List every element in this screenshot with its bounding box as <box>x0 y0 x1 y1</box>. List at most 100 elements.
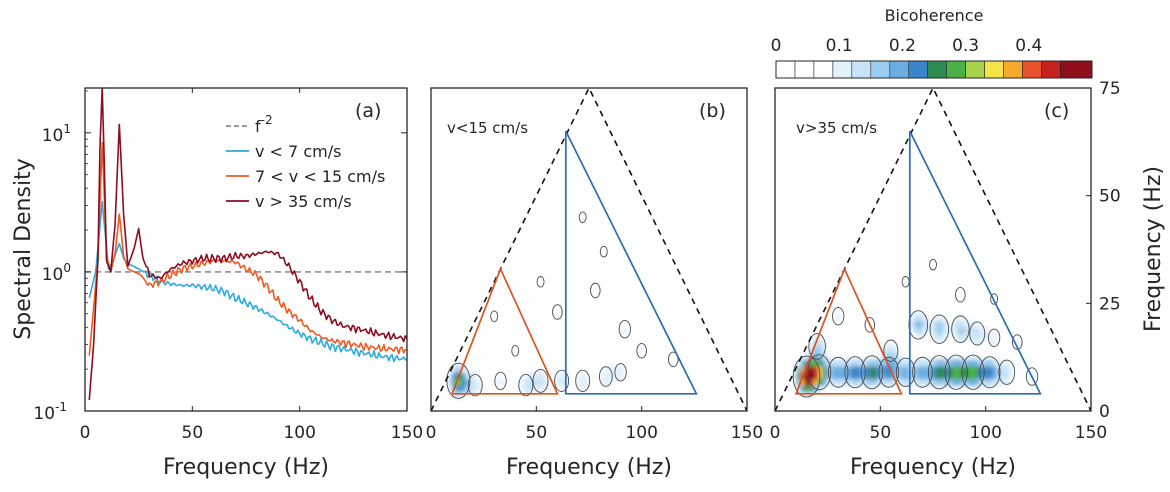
colorbar-ticks: 0 0.1 0.2 0.3 0.4 <box>771 36 1043 56</box>
bicoherence-cell <box>608 372 612 380</box>
bicoherence-cell <box>876 359 880 367</box>
contour-2 <box>827 356 849 388</box>
bicoherence-cell <box>529 378 533 386</box>
bicoherence-cell <box>958 333 963 341</box>
x-axis-label-c: Frequency (Hz) <box>850 455 1016 480</box>
bicoherence-cell <box>891 346 896 354</box>
bicoherence-cell <box>993 333 997 341</box>
bicoherence-fill-c <box>794 314 1035 399</box>
bicoherence-cell <box>920 365 925 373</box>
bicoherence-cell <box>948 365 953 373</box>
bicoherence-cell <box>958 378 963 386</box>
bicoherence-cell <box>465 385 470 393</box>
bicoherence-cell <box>611 365 615 373</box>
bicoherence-cell <box>620 327 625 335</box>
bicoherence-cell <box>576 378 581 386</box>
bicoherence-cell <box>544 378 549 386</box>
bicoherence-cell <box>456 365 461 373</box>
bicoherence-cell <box>803 391 808 399</box>
colorbar-cell-1 <box>794 60 815 79</box>
bicoherence-cell <box>983 378 988 386</box>
bicoherence-cell <box>920 327 925 335</box>
bicoherence-cell <box>967 378 972 386</box>
bicoherence-cell <box>822 339 827 347</box>
colorbar-cell-9 <box>946 60 966 79</box>
legend-label-1: v < 7 cm/s <box>255 142 341 161</box>
contour-14 <box>599 245 608 258</box>
bicoherence-cell <box>958 359 963 367</box>
contour-0 <box>792 355 821 398</box>
bicoherence-cell <box>910 314 915 322</box>
bicoherence-cell <box>825 359 830 367</box>
bicoherence-cell <box>936 378 940 386</box>
bicoherence-cell <box>806 378 811 386</box>
bicoherence-cell <box>809 346 814 354</box>
bicoherence-cell <box>974 352 978 360</box>
bicoherence-cell <box>898 372 902 380</box>
bicoherence-cell <box>819 378 823 386</box>
bicoherence-cell <box>854 372 858 380</box>
bicoherence-cell <box>797 378 801 386</box>
bicoherence-cell <box>939 365 944 373</box>
contour-0 <box>446 362 471 399</box>
bicoherence-cell <box>462 378 467 386</box>
colorbar-cell-10 <box>965 60 985 79</box>
bicoherence-cell <box>993 378 997 386</box>
bicoherence-cell <box>462 385 467 393</box>
bicoherence-cell <box>579 385 584 393</box>
bicoherence-cell <box>844 372 849 380</box>
bicoherence-cell <box>866 365 871 373</box>
bicoherence-cell <box>800 385 805 393</box>
domain-boundary-dashed <box>431 88 747 411</box>
bicoherence-cell <box>465 378 470 386</box>
bicoherence-cell <box>955 320 959 328</box>
bicoherence-cell <box>816 385 820 393</box>
bicoherence-cell <box>929 320 934 328</box>
bicoherence-cell <box>560 385 565 393</box>
bicoherence-cell <box>560 378 565 386</box>
y-ticks-c: 0 25 50 75 <box>1086 79 1121 422</box>
bicoherence-cell <box>601 372 606 380</box>
x-ticks-a: 0 50 100 150 <box>80 88 423 443</box>
bicoherence-cell <box>472 385 476 393</box>
bicoherence-cell <box>989 333 994 341</box>
bicoherence-cell <box>967 359 972 367</box>
colorbar-cells <box>775 60 1093 79</box>
bicoherence-cell <box>822 372 827 380</box>
colorbar-tick-label-4: 0.4 <box>1015 36 1042 56</box>
bicoherence-cell <box>522 385 527 393</box>
bicoherence-cell <box>974 378 978 386</box>
bicoherence-cell <box>933 365 937 373</box>
bicoherence-cell <box>891 352 896 360</box>
bicoherence-cell <box>535 385 540 393</box>
bicoherence-cell <box>948 378 953 386</box>
series-line-0 <box>88 200 407 363</box>
bicoherence-cell <box>967 320 972 328</box>
bicoherence-cell <box>869 365 874 373</box>
bicoherence-cell <box>939 327 944 335</box>
colorbar-cell-6 <box>889 60 910 79</box>
bicoherence-cell <box>993 372 997 380</box>
bicoherence-cell <box>926 320 931 328</box>
panel-a-spectral-density: 0 50 100 150 10-1 100 101 Frequency (Hz) Spec… <box>11 87 423 480</box>
legend-label-0: f-2 <box>255 113 273 136</box>
contour-13 <box>536 276 545 288</box>
bicoherence-cell <box>797 359 801 367</box>
colorbar-tick-label-0: 0 <box>771 36 782 56</box>
bicoherence-cell <box>958 365 963 373</box>
contour-9 <box>944 354 968 390</box>
bicoherence-cell <box>850 359 855 367</box>
bicoherence-cell <box>888 339 893 347</box>
contour-15 <box>578 211 587 223</box>
bicoherence-cell <box>1002 372 1007 380</box>
bicoherence-cell <box>841 372 846 380</box>
bicoherence-cell <box>882 372 887 380</box>
region-triangles-c <box>775 88 1091 411</box>
bicoherence-fill-b <box>446 327 644 399</box>
bicoherence-cell <box>970 352 975 360</box>
series-line-2 <box>88 88 407 401</box>
bicoherence-cell <box>923 320 928 328</box>
bicoherence-cell <box>806 391 811 399</box>
bicoherence-cell <box>974 372 978 380</box>
bicoherence-cell <box>863 378 868 386</box>
